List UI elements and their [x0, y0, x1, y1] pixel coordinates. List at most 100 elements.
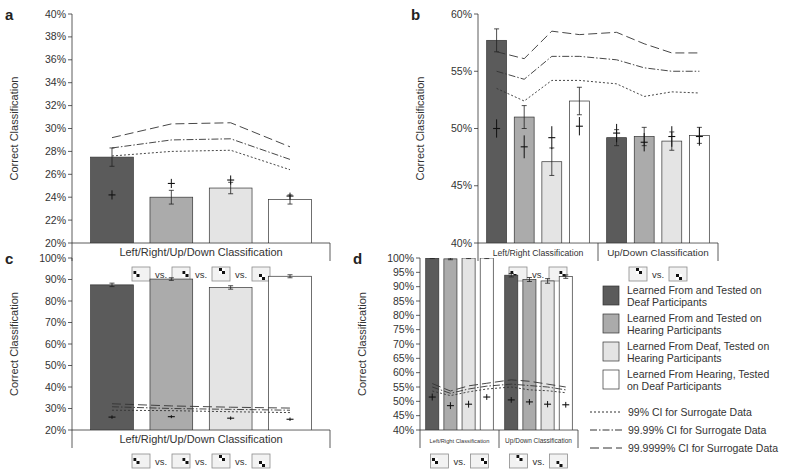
y-tick-label: 100% — [39, 252, 66, 264]
icon-checker — [557, 464, 560, 467]
icon-separator: vs. — [155, 456, 167, 467]
y-axis — [72, 258, 73, 430]
y-axis — [420, 258, 421, 430]
bar — [150, 279, 193, 430]
group-separator — [578, 430, 579, 448]
y-tick-label: 55% — [451, 65, 472, 77]
y-tick — [416, 415, 420, 416]
error-cap — [288, 274, 293, 275]
error-stem — [547, 279, 548, 284]
icon-checker — [134, 461, 137, 464]
y-tick-label: 20% — [45, 237, 66, 249]
y-tick — [68, 151, 72, 152]
surrogate-error — [671, 126, 672, 147]
error-bar — [109, 148, 114, 166]
error-bar — [563, 275, 568, 278]
stimulus-icon — [471, 454, 489, 468]
stimulus-icon — [510, 454, 528, 468]
error-stem — [290, 275, 291, 278]
error-bar — [288, 275, 293, 278]
y-tick-label: 36% — [45, 53, 66, 65]
icon-checker — [636, 271, 639, 274]
figure: aCorrect Classification20%22%24%26%28%30… — [0, 0, 800, 471]
error-cap — [494, 28, 499, 29]
stimulus-icon — [629, 267, 647, 281]
y-axis-label: Correct Classification — [8, 292, 20, 396]
y-tick-label: 30% — [45, 122, 66, 134]
y-tick — [68, 344, 72, 345]
icon-checker — [679, 274, 682, 277]
y-tick-label: 55% — [393, 381, 414, 393]
plot-area — [426, 258, 573, 430]
surrogate-error — [171, 179, 172, 188]
legend-label-line: Hearing Participants — [627, 352, 722, 364]
category-label: Left/Right/Up/Down Classification — [119, 246, 282, 258]
y-tick — [416, 372, 420, 373]
icon-checker — [435, 461, 438, 464]
icon-separator: vs. — [532, 269, 544, 280]
icon-checker — [514, 271, 517, 274]
y-tick — [68, 322, 72, 323]
bar — [150, 197, 193, 243]
y-tick — [416, 329, 420, 330]
y-tick-label: 70% — [393, 338, 414, 350]
error-stem — [565, 275, 566, 278]
y-tick-label: 90% — [393, 280, 414, 292]
y-tick-label: 26% — [45, 168, 66, 180]
bar — [462, 258, 475, 430]
icon-checker — [219, 455, 222, 458]
icon-frame — [471, 454, 489, 468]
legend-label: Learned From and Tested onDeaf Participa… — [627, 284, 762, 308]
surrogate-error — [468, 401, 469, 408]
y-tick — [68, 36, 72, 37]
error-bar — [430, 258, 435, 259]
surrogate-mean — [227, 416, 234, 419]
y-tick — [416, 358, 420, 359]
surrogate-error — [699, 127, 700, 145]
y-tick-label: 60% — [393, 366, 414, 378]
icon-checker — [219, 458, 222, 461]
icon-checker — [639, 271, 642, 274]
plot-area — [487, 29, 710, 243]
surrogate-error — [111, 415, 112, 418]
y-tick-label: 20% — [45, 424, 66, 436]
icon-frame — [172, 454, 190, 468]
surrogate-mean — [544, 401, 551, 407]
icon-separator: vs. — [195, 456, 207, 467]
group-separator — [330, 243, 331, 261]
icon-checker — [676, 277, 679, 280]
ci-line — [112, 150, 290, 169]
surrogate-marker — [168, 416, 175, 417]
legend: Learned From and Tested onDeaf Participa… — [590, 284, 778, 454]
y-tick — [68, 430, 72, 431]
error-cap — [509, 273, 514, 274]
surrogate-mean — [465, 401, 472, 408]
stimulus-icon — [212, 267, 230, 281]
plot-area — [91, 123, 312, 243]
icon-checker — [557, 461, 560, 464]
icon-frame — [212, 267, 230, 281]
legend-line — [590, 430, 622, 431]
bar — [523, 280, 536, 431]
y-tick — [416, 430, 420, 431]
panel: aCorrect Classification20%22%24%26%28%30… — [5, 6, 330, 281]
legend-label: Learned From Hearing, Testedon Deaf Part… — [627, 368, 769, 392]
error-cap — [169, 280, 174, 281]
y-tick — [474, 128, 478, 129]
error-stem — [511, 273, 512, 276]
icon-checker — [219, 271, 222, 274]
icon-checker — [137, 461, 140, 464]
error-cap — [545, 283, 550, 284]
y-tick-label: 90% — [45, 273, 66, 285]
y-tick-label: 40% — [393, 424, 414, 436]
surrogate-mean — [521, 135, 528, 158]
panel: bCorrect Classification40%45%50%55%60%Le… — [411, 6, 718, 281]
surrogate-mean — [108, 415, 115, 418]
y-axis-label: Correct Classification — [8, 77, 20, 181]
icon-checker — [520, 458, 523, 461]
y-tick — [416, 315, 420, 316]
icon-checker — [186, 271, 189, 274]
legend-label-line: Learned From Deaf, Tested on — [627, 340, 769, 352]
legend-line — [590, 412, 622, 413]
error-cap — [430, 258, 435, 259]
